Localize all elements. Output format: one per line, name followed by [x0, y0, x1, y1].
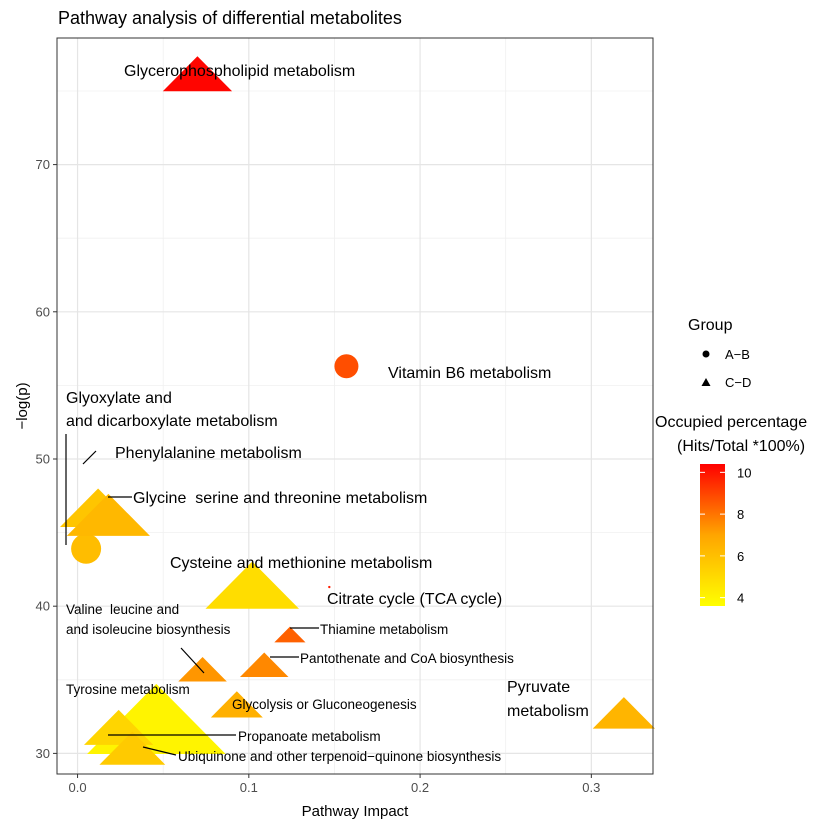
data-point-triangle	[205, 561, 300, 609]
y-tick-label: 70	[36, 157, 50, 172]
x-tick-label: 0.0	[69, 780, 87, 795]
colorbar-tick-label: 4	[737, 591, 744, 606]
point-label: Ubiquinone and other terpenoid−quinone b…	[178, 749, 501, 764]
legend-triangle-marker	[701, 378, 711, 386]
x-tick-label: 0.3	[582, 780, 600, 795]
data-point-triangle	[162, 56, 233, 92]
colorbar-tick-label: 6	[737, 549, 744, 564]
label-leader-line	[180, 647, 205, 674]
point-label: Vitamin B6 metabolism	[388, 365, 551, 382]
colorbar-tick-label: 10	[737, 465, 751, 480]
marks-layer	[59, 56, 656, 765]
point-label: Pyruvate	[507, 679, 570, 696]
legend-group-item-cd: C−D	[725, 375, 751, 390]
leader-layer	[65, 434, 319, 756]
point-label: and isoleucine biosynthesis	[66, 622, 231, 637]
data-point-circle	[71, 533, 102, 564]
x-tick-label: 0.2	[411, 780, 429, 795]
data-point-triangle	[274, 626, 306, 643]
y-tick-label: 50	[36, 451, 50, 466]
colorbar-title-line2: (Hits/Total *100%)	[677, 438, 805, 455]
x-tick-label: 0.1	[240, 780, 258, 795]
x-axis-title: Pathway Impact	[302, 803, 410, 820]
y-tick-label: 30	[36, 746, 50, 761]
y-axis-title: −log(p)	[14, 382, 31, 429]
point-label: Glycerophospholipid metabolism	[124, 63, 355, 80]
legend-group-title: Group	[688, 317, 733, 334]
data-point-triangle	[66, 493, 150, 536]
point-label: metabolism	[507, 703, 589, 720]
legend-circle-marker	[702, 350, 710, 358]
grid-layer	[57, 38, 653, 774]
point-label: and dicarboxylate metabolism	[66, 413, 278, 430]
colorbar-ticks: 4 6 8 10	[700, 465, 751, 606]
point-label: Propanoate metabolism	[238, 729, 381, 744]
legend-group: Group A−B C−D	[688, 317, 751, 390]
point-label: Pantothenate and CoA biosynthesis	[300, 651, 514, 666]
point-label: Thiamine metabolism	[320, 622, 448, 637]
colorbar-tick-label: 8	[737, 507, 744, 522]
point-label: Phenylalanine metabolism	[115, 445, 302, 462]
label-layer: Glycerophospholipid metabolism Vitamin B6…	[66, 63, 589, 764]
data-point-triangle	[592, 697, 656, 729]
point-label: Cysteine and methionine metabolism	[170, 555, 432, 572]
point-label: Glycolysis or Gluconeogenesis	[232, 697, 417, 712]
data-point-triangle	[99, 731, 166, 765]
point-label: Tyrosine metabolism	[66, 682, 190, 697]
y-tick-label: 60	[36, 304, 50, 319]
data-point-triangle	[178, 656, 227, 682]
data-point-triangle	[210, 691, 263, 718]
legend-colorbar: Occupied percentage (Hits/Total *100%) 4…	[655, 414, 807, 606]
point-label: Glycine serine and threonine metabolism	[133, 490, 427, 507]
data-point-circle	[334, 354, 359, 379]
panel-border	[56, 37, 654, 775]
colorbar-title-line1: Occupied percentage	[655, 414, 807, 431]
label-leader-line	[142, 746, 177, 756]
chart-title: Pathway analysis of differential metabol…	[58, 8, 402, 28]
point-label: Citrate cycle (TCA cycle)	[327, 591, 502, 608]
data-point-triangle	[239, 652, 289, 678]
data-point-circle	[328, 585, 331, 589]
plot-area: Glycerophospholipid metabolism Vitamin B6…	[56, 37, 656, 775]
point-label: Glyoxylate and	[66, 390, 172, 407]
axis-layer: 0.0 0.1 0.2 0.3 30 40 50 60 70	[36, 157, 601, 795]
colorbar-gradient	[700, 464, 725, 606]
legend-group-item-ab: A−B	[725, 347, 750, 362]
label-leader-line	[82, 450, 97, 465]
point-label: Valine leucine and	[66, 602, 179, 617]
y-tick-label: 40	[36, 599, 50, 614]
panel-background	[57, 38, 653, 774]
